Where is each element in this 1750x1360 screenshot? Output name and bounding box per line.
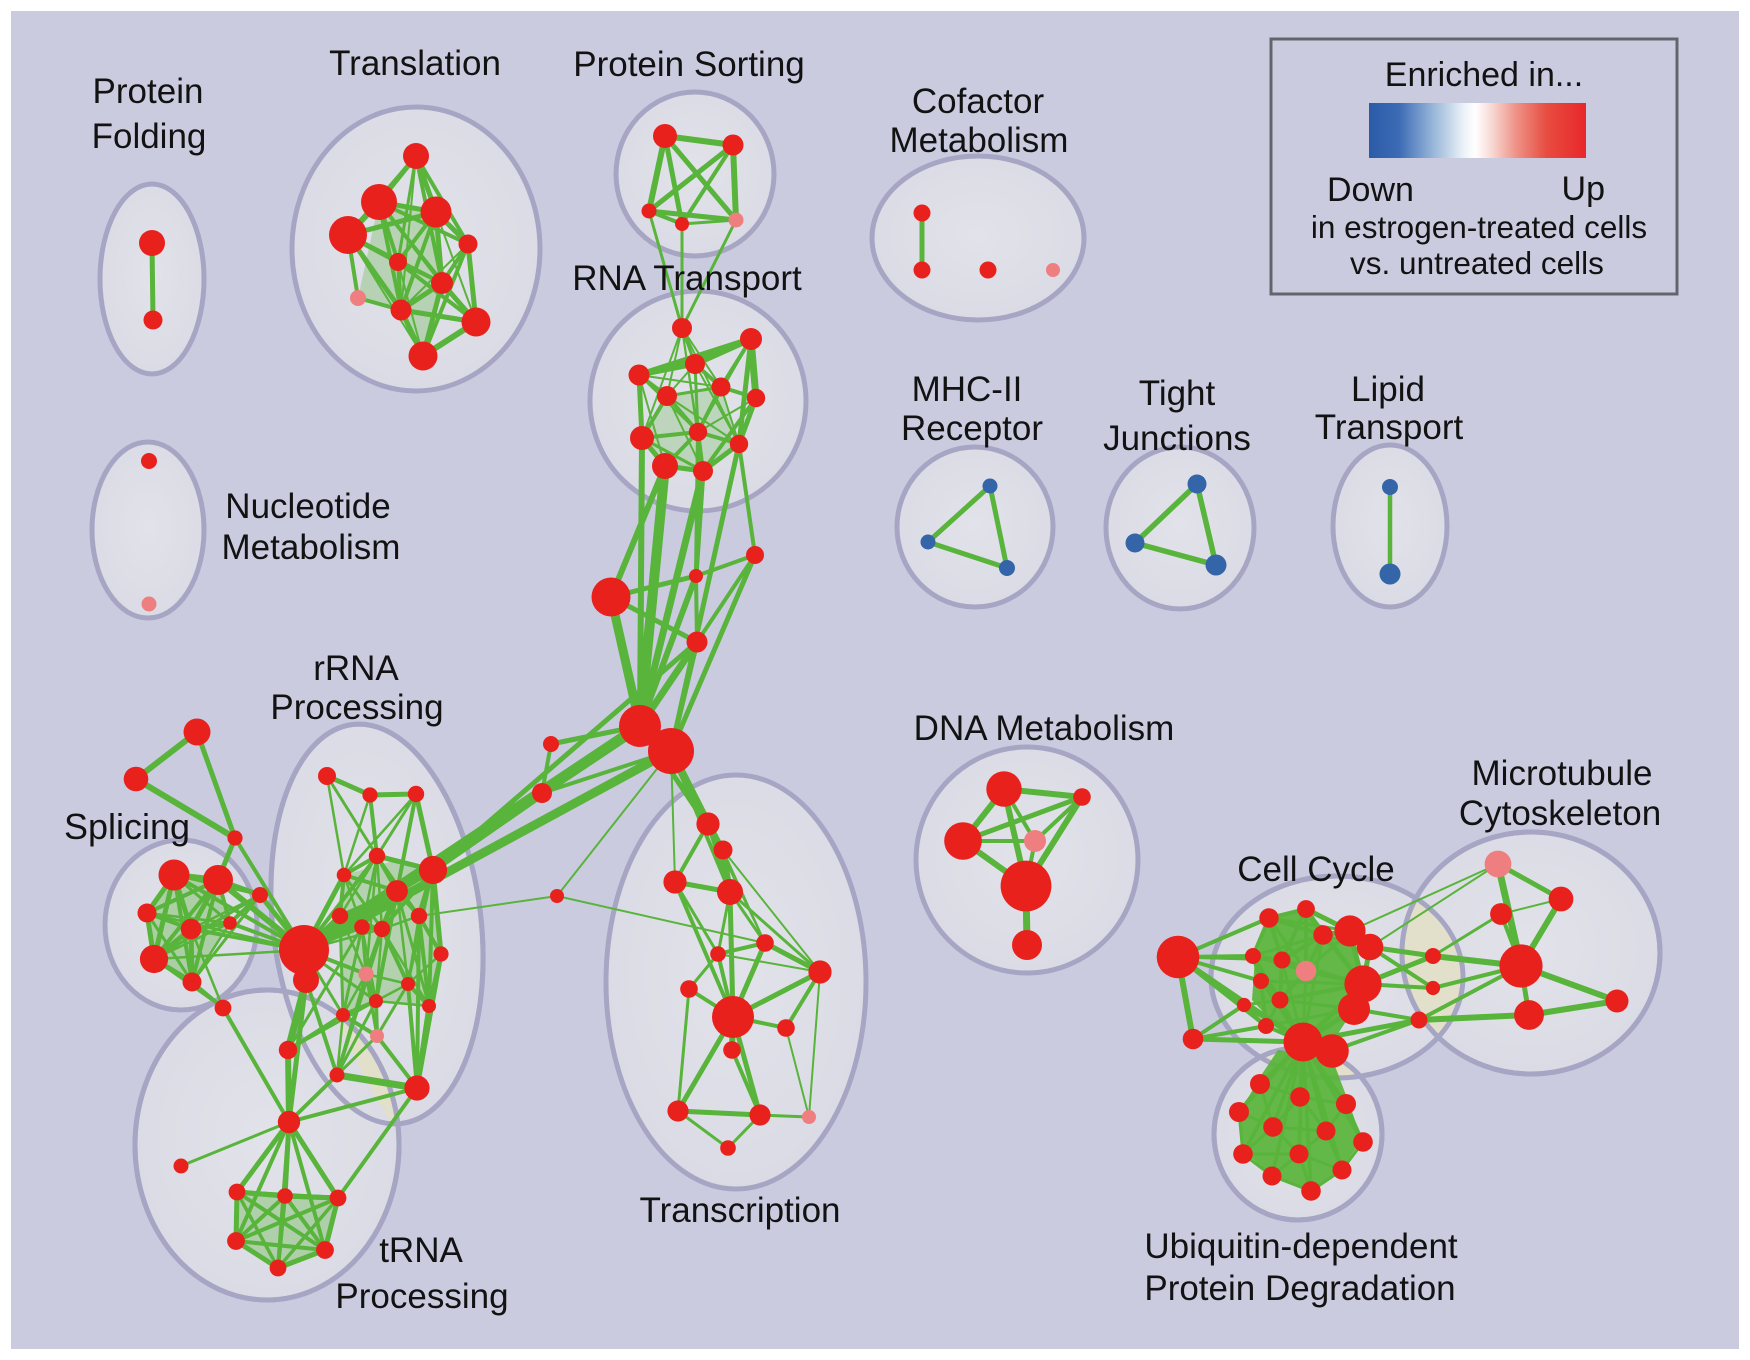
- svg-text:Protein: Protein: [93, 72, 204, 111]
- svg-text:Processing: Processing: [270, 688, 443, 727]
- svg-text:DNA Metabolism: DNA Metabolism: [914, 709, 1175, 748]
- svg-text:Up: Up: [1562, 170, 1605, 208]
- svg-text:rRNA: rRNA: [313, 649, 399, 688]
- svg-text:Processing: Processing: [335, 1277, 508, 1316]
- svg-text:Enriched in...: Enriched in...: [1385, 56, 1583, 94]
- svg-text:Down: Down: [1327, 171, 1414, 209]
- svg-text:Receptor: Receptor: [901, 409, 1043, 448]
- svg-text:Junctions: Junctions: [1103, 419, 1251, 458]
- svg-text:Lipid: Lipid: [1351, 370, 1425, 409]
- svg-text:tRNA: tRNA: [379, 1231, 463, 1270]
- svg-text:Splicing: Splicing: [64, 806, 190, 847]
- svg-text:Metabolism: Metabolism: [890, 121, 1069, 160]
- svg-text:Nucleotide: Nucleotide: [225, 487, 390, 526]
- svg-text:Folding: Folding: [92, 117, 207, 156]
- svg-text:Ubiquitin-dependent: Ubiquitin-dependent: [1144, 1227, 1458, 1266]
- svg-text:RNA Transport: RNA Transport: [572, 259, 802, 298]
- svg-text:Protein Sorting: Protein Sorting: [573, 45, 805, 84]
- svg-text:Translation: Translation: [329, 44, 501, 83]
- svg-text:Transport: Transport: [1315, 408, 1464, 447]
- svg-text:MHC-II: MHC-II: [912, 370, 1023, 409]
- svg-text:Cell Cycle: Cell Cycle: [1237, 850, 1395, 889]
- svg-text:Protein Degradation: Protein Degradation: [1144, 1269, 1455, 1308]
- svg-text:in estrogen-treated cells: in estrogen-treated cells: [1311, 209, 1647, 245]
- svg-text:Cofactor: Cofactor: [912, 82, 1045, 121]
- svg-text:Cytoskeleton: Cytoskeleton: [1459, 794, 1661, 833]
- svg-text:vs. untreated cells: vs. untreated cells: [1350, 245, 1604, 281]
- svg-text:Tight: Tight: [1139, 374, 1216, 413]
- svg-text:Microtubule: Microtubule: [1472, 754, 1653, 793]
- svg-text:Transcription: Transcription: [640, 1191, 841, 1230]
- svg-text:Metabolism: Metabolism: [222, 528, 401, 567]
